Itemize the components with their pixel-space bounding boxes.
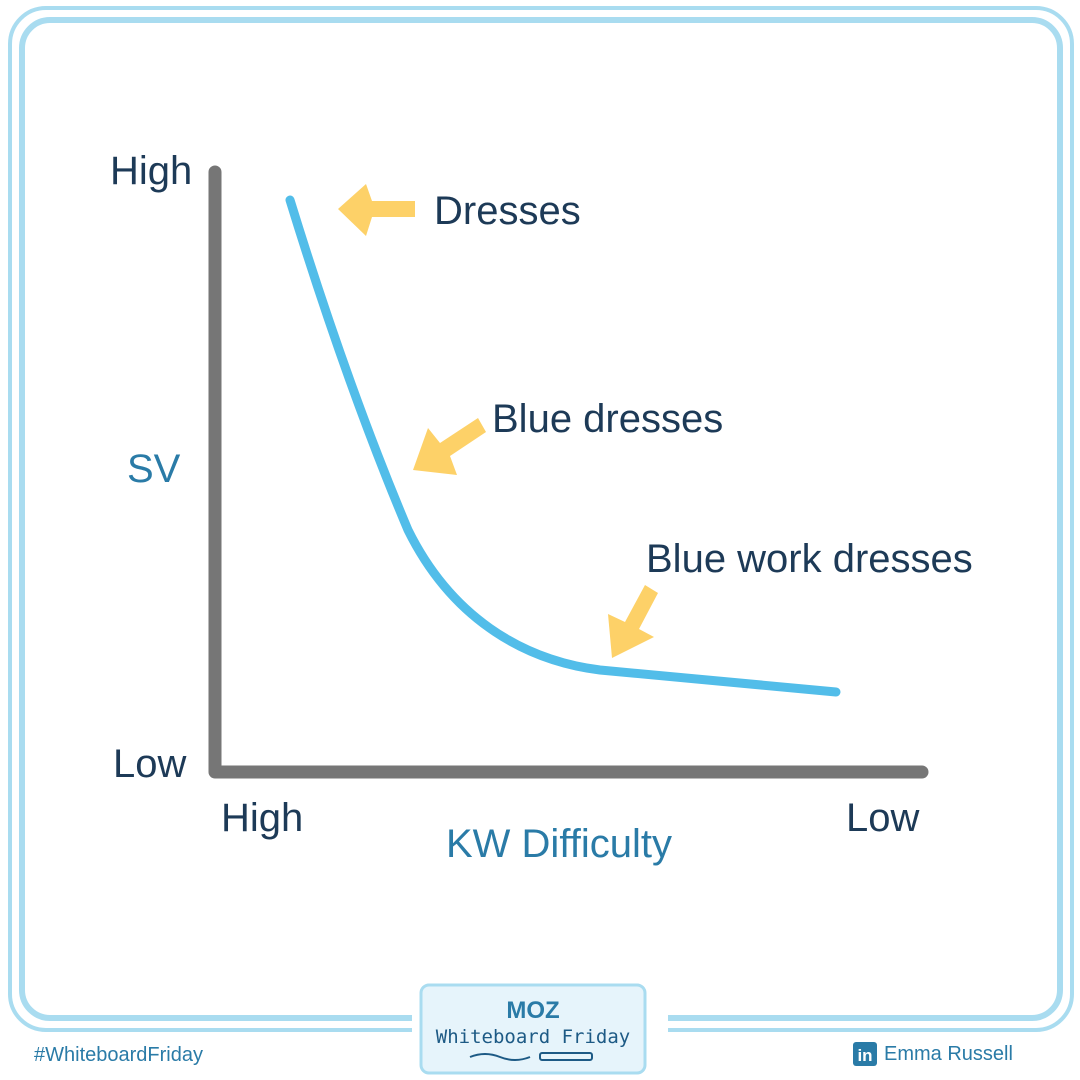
hashtag: #WhiteboardFriday <box>34 1044 203 1066</box>
arrow <box>338 184 415 236</box>
axes <box>208 165 929 779</box>
linkedin-icon-text: in <box>857 1046 872 1065</box>
x-high-label: High <box>221 796 303 840</box>
curve <box>285 195 841 697</box>
arrow <box>413 418 486 475</box>
annotation: Blue dresses <box>492 397 723 441</box>
y-low-label: Low <box>113 742 186 786</box>
author: Emma Russell <box>884 1043 1013 1065</box>
x-low-label: Low <box>846 796 919 840</box>
arrows <box>338 184 658 658</box>
arrow <box>608 585 658 658</box>
logo: MOZ <box>506 997 559 1024</box>
logo-marker <box>539 1052 593 1061</box>
logo-box <box>419 983 647 1075</box>
logo-squiggle <box>469 1053 531 1061</box>
y-high-label: High <box>110 149 192 193</box>
y-axis-label: SV <box>127 447 181 491</box>
linkedin-icon <box>853 1042 877 1066</box>
annotation: Blue work dresses <box>646 537 973 581</box>
annotation: Dresses <box>434 189 581 233</box>
x-axis-label: KW Difficulty <box>446 822 672 866</box>
logo-subtitle: Whiteboard Friday <box>436 1026 630 1048</box>
